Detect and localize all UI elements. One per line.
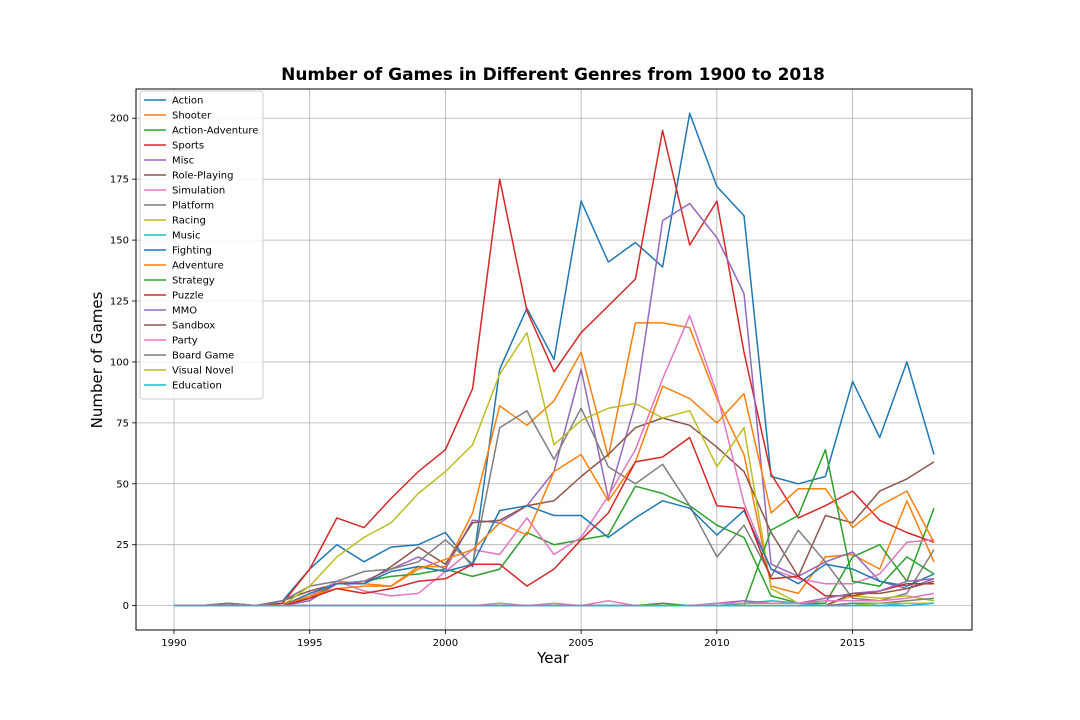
x-tick-label: 1990 bbox=[161, 638, 186, 649]
y-tick-label: 100 bbox=[110, 357, 129, 368]
legend-entry: Puzzle bbox=[172, 291, 204, 302]
y-tick-label: 25 bbox=[116, 540, 129, 551]
legend-entry: Racing bbox=[172, 216, 206, 227]
chart-title: Number of Games in Different Genres from… bbox=[281, 65, 825, 85]
y-tick-label: 175 bbox=[110, 175, 129, 186]
legend-entry: Action-Adventure bbox=[172, 126, 258, 137]
legend-entry: Visual Novel bbox=[172, 366, 233, 377]
series-line-education bbox=[174, 602, 935, 607]
legend-entry: Simulation bbox=[172, 186, 225, 197]
x-tick-label: 2000 bbox=[433, 638, 458, 649]
y-tick-label: 150 bbox=[110, 236, 129, 247]
legend-entry: Role-Playing bbox=[172, 171, 233, 182]
legend-entry: Misc bbox=[172, 156, 194, 167]
legend-entry: Music bbox=[172, 231, 200, 242]
legend-entry: MMO bbox=[172, 306, 197, 317]
y-axis-label: Number of Games bbox=[88, 291, 106, 428]
legend-entry: Sandbox bbox=[172, 321, 215, 332]
y-tick-label: 75 bbox=[116, 418, 129, 429]
x-tick-label: 2015 bbox=[840, 638, 865, 649]
legend-entry: Fighting bbox=[172, 246, 212, 257]
legend: Action Shooter Action-Adventure Sports Misc R… bbox=[139, 90, 264, 400]
legend-entry: Shooter bbox=[172, 111, 212, 122]
legend-entry: Education bbox=[172, 381, 222, 392]
series-line-shooter bbox=[174, 322, 935, 607]
y-tick-label: 0 bbox=[123, 601, 129, 612]
grid bbox=[136, 89, 972, 630]
y-tick-label: 200 bbox=[110, 114, 129, 125]
y-tick-label: 50 bbox=[116, 479, 129, 490]
x-tick-label: 2010 bbox=[704, 638, 729, 649]
series-line-adventure bbox=[174, 385, 935, 607]
x-tick-label: 1995 bbox=[297, 638, 322, 649]
legend-entry: Party bbox=[172, 336, 198, 347]
legend-entry: Sports bbox=[172, 141, 204, 152]
series-line-role-playing bbox=[174, 417, 935, 607]
x-axis-ticks: 1990 1995 2000 2005 2010 2015 bbox=[161, 630, 865, 649]
series-line-fighting bbox=[174, 500, 935, 607]
x-tick-label: 2005 bbox=[568, 638, 593, 649]
legend-entry: Platform bbox=[172, 201, 214, 212]
x-axis-label: Year bbox=[536, 649, 570, 667]
series-lines bbox=[174, 112, 935, 607]
series-line-sports bbox=[174, 129, 935, 607]
y-axis-ticks: 0 25 50 75 100 125 150 175 200 bbox=[110, 114, 136, 612]
y-tick-label: 125 bbox=[110, 297, 129, 308]
legend-entry: Board Game bbox=[172, 351, 234, 362]
legend-box bbox=[139, 90, 264, 400]
legend-entry: Action bbox=[172, 96, 203, 107]
plot-area-frame bbox=[135, 88, 973, 631]
series-line-puzzle bbox=[174, 436, 934, 607]
legend-entry: Strategy bbox=[172, 276, 215, 287]
legend-entry: Adventure bbox=[172, 261, 224, 272]
series-line-platform bbox=[174, 407, 935, 607]
